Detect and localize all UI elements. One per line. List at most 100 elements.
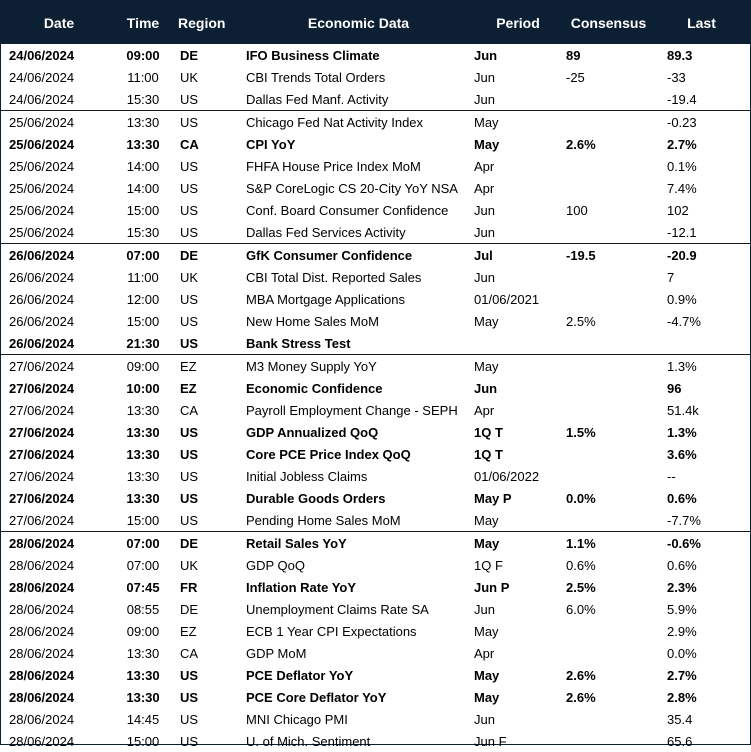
- cell-region: US: [180, 468, 199, 484]
- cell-time: 13:30: [126, 490, 160, 506]
- cell-period: Jun: [474, 380, 498, 396]
- header-period: Period: [496, 14, 540, 31]
- cell-region: US: [180, 335, 199, 351]
- cell-date: 27/06/2024: [9, 380, 75, 396]
- cell-time: 08:55: [126, 601, 160, 617]
- cell-economic-data: U. of Mich. Sentiment: [246, 733, 371, 749]
- cell-region: US: [180, 490, 199, 506]
- cell-consensus: [564, 155, 653, 177]
- cell-region: US: [180, 512, 199, 528]
- table-row: 27/06/2024 13:30 CA Payroll Employment Chan…: [1, 399, 750, 421]
- cell-consensus: [564, 399, 653, 421]
- cell-period: 1Q F: [474, 557, 503, 573]
- cell-region: CA: [180, 645, 199, 661]
- header-last: Last: [687, 14, 716, 31]
- cell-region: US: [180, 158, 199, 174]
- cell-consensus: [564, 620, 653, 642]
- cell-region: US: [180, 733, 199, 749]
- cell-time: 13:30: [126, 667, 160, 683]
- cell-date: 28/06/2024: [9, 557, 75, 573]
- table-row: 27/06/2024 13:30 US Initial Jobless Claims 0…: [1, 465, 750, 487]
- cell-date: 25/06/2024: [9, 224, 75, 240]
- cell-period: 01/06/2022: [474, 468, 540, 484]
- table-row: 26/06/2024 12:00 US MBA Mortgage Applicatio…: [1, 288, 750, 310]
- cell-consensus: 1.5%: [566, 424, 596, 440]
- table-row: 25/06/2024 13:30 US Chicago Fed Nat Activit…: [1, 110, 750, 133]
- cell-date: 28/06/2024: [9, 733, 75, 749]
- table-row: 24/06/2024 11:00 UK CBI Trends Total Orders…: [1, 66, 750, 88]
- cell-last: 2.9%: [667, 623, 697, 639]
- cell-last: 5.9%: [667, 601, 697, 617]
- cell-time: 07:45: [126, 579, 160, 595]
- table-row: 28/06/2024 07:45 FR Inflation Rate YoY Jun P…: [1, 576, 750, 598]
- cell-economic-data: GDP MoM: [246, 645, 307, 661]
- table-header: Date Time Region Economic Data Period Co…: [1, 1, 750, 44]
- table-row: 28/06/2024 07:00 DE Retail Sales YoY May 1.1%…: [1, 531, 750, 554]
- table-row: 28/06/2024 13:30 US PCE Core Deflator YoY Ma…: [1, 686, 750, 708]
- cell-period: Jun: [474, 601, 495, 617]
- cell-economic-data: CBI Total Dist. Reported Sales: [246, 269, 422, 285]
- cell-last: 2.7%: [667, 667, 697, 683]
- cell-consensus: 89: [566, 47, 581, 63]
- cell-period: May: [474, 512, 499, 528]
- cell-region: EZ: [180, 623, 197, 639]
- cell-period: Apr: [474, 645, 495, 661]
- cell-region: DE: [180, 601, 199, 617]
- cell-date: 26/06/2024: [9, 291, 75, 307]
- cell-region: US: [169, 110, 245, 133]
- cell-economic-data: New Home Sales MoM: [246, 313, 379, 329]
- cell-economic-data: CPI YoY: [246, 136, 296, 152]
- cell-time: 15:00: [126, 313, 160, 329]
- cell-consensus: [564, 288, 653, 310]
- cell-time: 14:45: [126, 711, 160, 727]
- cell-economic-data: Dallas Fed Manf. Activity: [246, 91, 389, 107]
- cell-economic-data: GDP Annualized QoQ: [246, 424, 379, 440]
- table-row: 25/06/2024 15:30 US Dallas Fed Services Act…: [1, 221, 750, 244]
- cell-time: 21:30: [126, 335, 160, 351]
- table-row: 27/06/2024 09:00 EZ M3 Money Supply YoY May 1…: [1, 354, 750, 377]
- cell-period: Jun: [474, 224, 495, 240]
- cell-consensus: [564, 708, 653, 730]
- cell-economic-data: Retail Sales YoY: [245, 531, 472, 554]
- cell-date: 26/06/2024: [9, 313, 75, 329]
- cell-economic-data: ECB 1 Year CPI Expectations: [246, 623, 417, 639]
- cell-region: US: [180, 291, 199, 307]
- cell-date: 26/06/2024: [9, 269, 75, 285]
- cell-date: 27/06/2024: [1, 354, 117, 377]
- cell-economic-data: MNI Chicago PMI: [246, 711, 348, 727]
- cell-period: Apr: [474, 180, 495, 196]
- cell-economic-data: Dallas Fed Services Activity: [246, 224, 406, 240]
- cell-date: 26/06/2024: [1, 243, 117, 266]
- header-economic-data: Economic Data: [307, 14, 410, 31]
- cell-economic-data: Initial Jobless Claims: [246, 468, 368, 484]
- table-row: 28/06/2024 13:30 US PCE Deflator YoY May 2.6%…: [1, 664, 750, 686]
- cell-economic-data: GfK Consumer Confidence: [245, 243, 472, 266]
- table-row: 27/06/2024 15:00 US Pending Home Sales MoM M…: [1, 509, 750, 532]
- cell-period: May P: [474, 490, 512, 506]
- cell-period: Jun: [474, 47, 498, 63]
- cell-last: -0.6%: [653, 531, 750, 554]
- cell-date: 28/06/2024: [9, 579, 75, 595]
- cell-last: -33: [667, 69, 686, 85]
- cell-region: US: [180, 667, 199, 683]
- table-row: 27/06/2024 13:30 US Core PCE Price Index Qo…: [1, 443, 750, 465]
- cell-economic-data: Inflation Rate YoY: [246, 579, 357, 595]
- cell-last: -20.9: [653, 243, 750, 266]
- cell-time: 13:30: [117, 110, 169, 133]
- cell-period: May: [474, 667, 500, 683]
- cell-period: Jul: [472, 243, 564, 266]
- cell-time: 13:30: [126, 468, 160, 484]
- cell-last: 65.6: [667, 733, 693, 749]
- table-row: 27/06/2024 13:30 US Durable Goods Orders May…: [1, 487, 750, 509]
- table-row: 27/06/2024 13:30 US GDP Annualized QoQ 1Q T 1…: [1, 421, 750, 443]
- cell-region: UK: [180, 557, 199, 573]
- cell-region: EZ: [180, 380, 197, 396]
- cell-last: --: [667, 468, 676, 484]
- cell-economic-data: PCE Core Deflator YoY: [246, 689, 387, 705]
- cell-date: 27/06/2024: [9, 402, 75, 418]
- cell-last: 51.4k: [667, 402, 699, 418]
- cell-period: May: [472, 531, 564, 554]
- cell-region: US: [180, 180, 199, 196]
- cell-economic-data: Economic Confidence: [246, 380, 383, 396]
